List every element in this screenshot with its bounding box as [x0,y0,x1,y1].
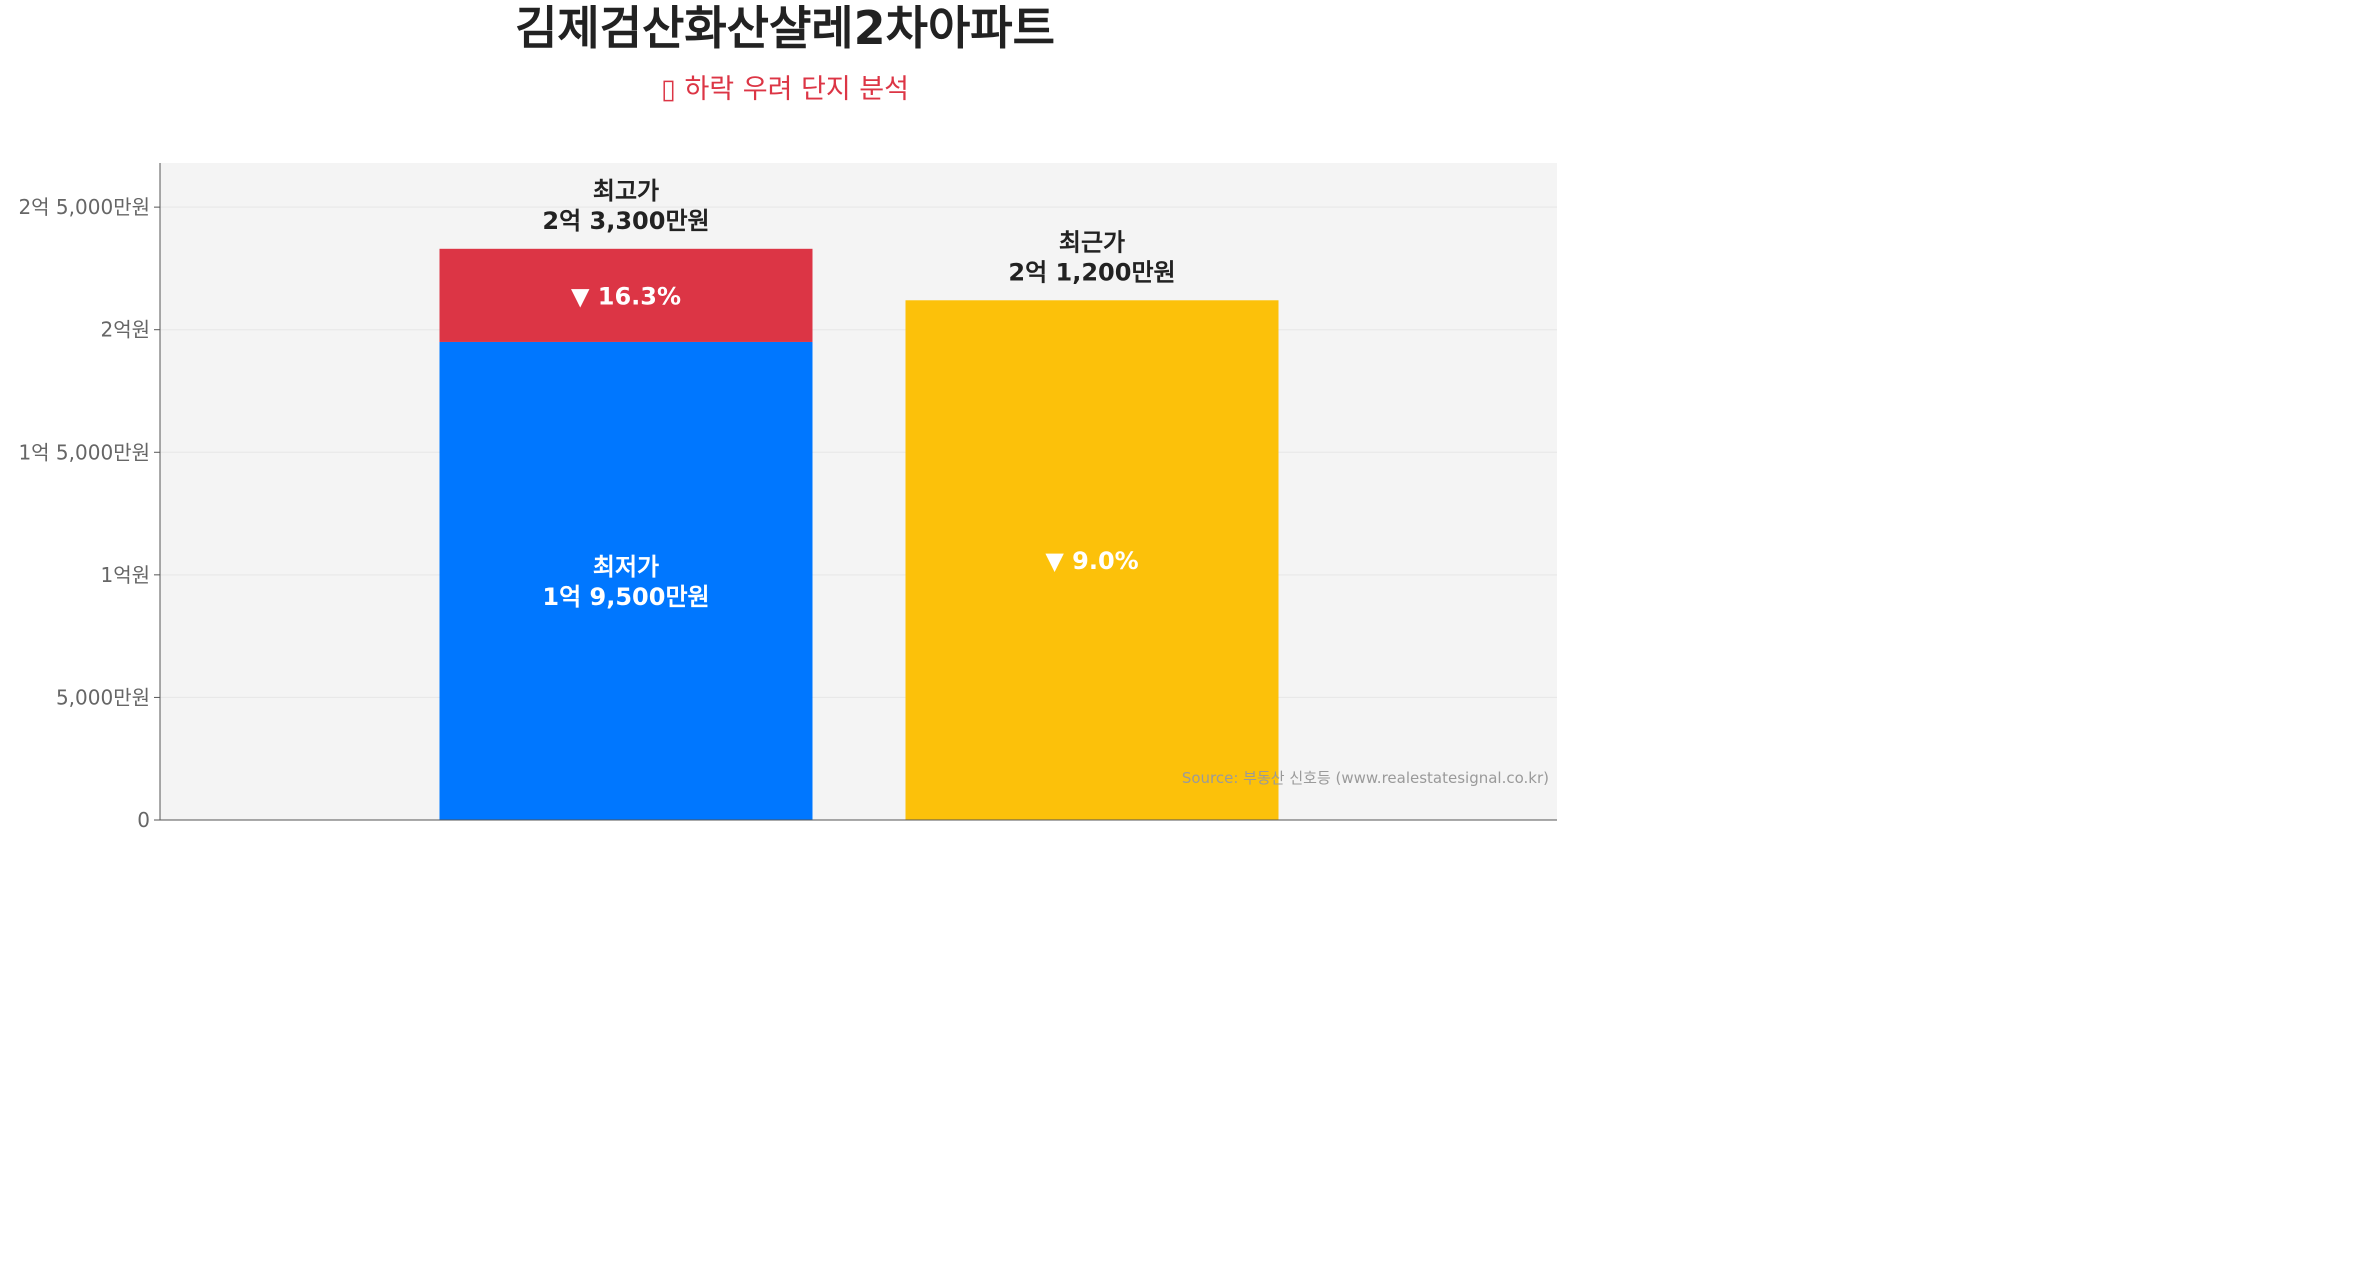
source-note: Source: 부동산 신호등 (www.realestatesignal.co… [1182,769,1549,787]
bar-segment-label: ▼ 9.0% [1045,547,1138,575]
bar-top-label: 2억 3,300만원 [542,207,709,235]
bar-top-label: 최근가 [1059,228,1125,256]
bar-segment-1 [905,300,1279,820]
y-tick-label: 0 [137,808,150,832]
chart-title: 김제검산화산샬레2차아파트 [515,1,1055,55]
y-tick-label: 5,000만원 [56,685,150,709]
y-tick-label: 1억 5,000만원 [18,440,150,464]
y-tick-label: 2억원 [100,318,150,342]
bars [439,248,1279,820]
bar-segment-0 [439,341,813,820]
plot-background [160,163,1557,820]
bar-top-label: 최고가 [593,177,659,205]
y-tick-label: 2억 5,000만원 [18,195,150,219]
bar-segment-0 [439,248,813,342]
chart-subtitle: ▯ 하락 우려 단지 분석 [661,74,909,105]
bar-segment-label: 최저가 [593,553,659,581]
bar-top-label: 2억 1,200만원 [1008,258,1175,286]
y-tick-label: 1억원 [100,563,150,587]
y-axis-ticks: 0 5,000만원 1억원 1억 5,000만원 2억원 2억 5,000만원 [18,195,160,832]
grid-lines [160,206,1557,698]
bar-segment-label: 1억 9,500만원 [542,583,709,611]
bar-segment-label: ▼ 16.3% [571,282,681,310]
